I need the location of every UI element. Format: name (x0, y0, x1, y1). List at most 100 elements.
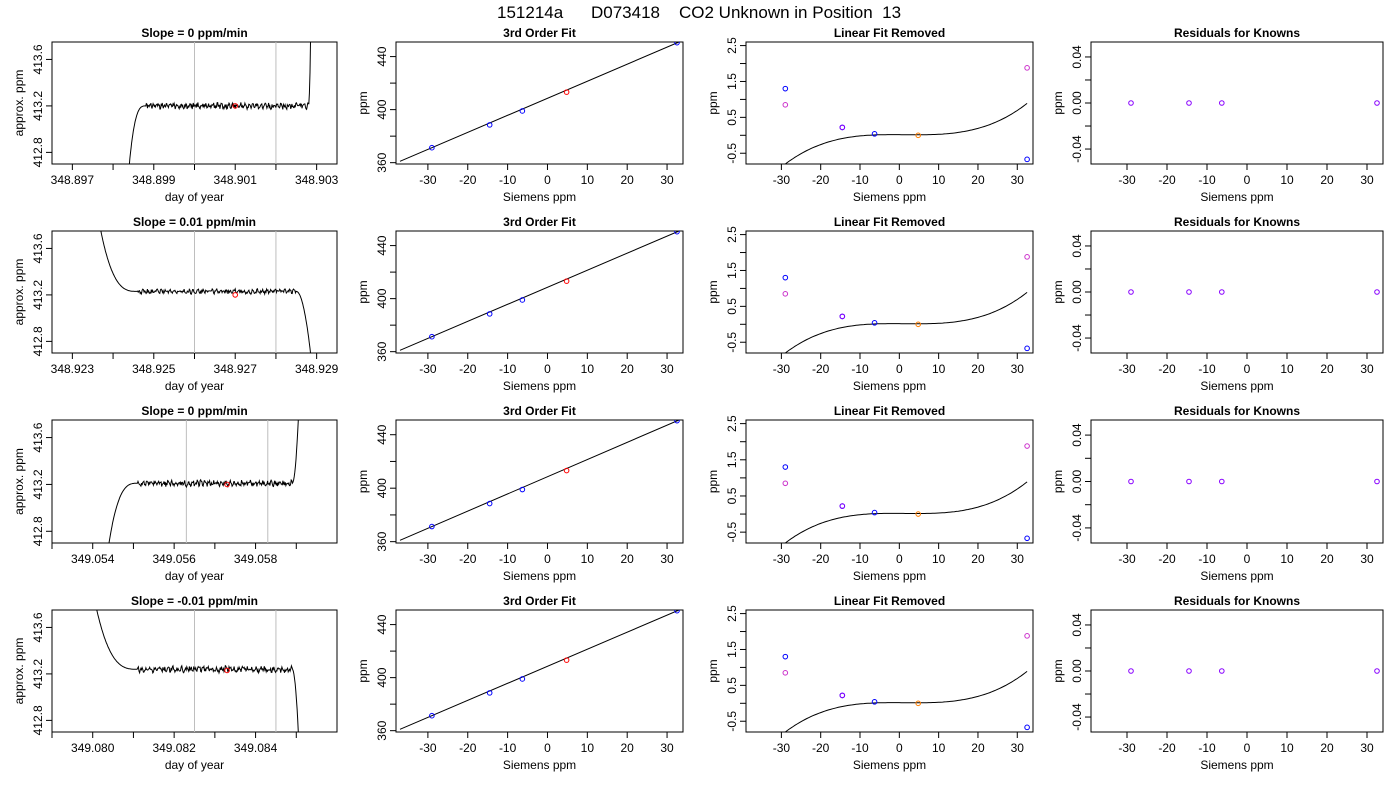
x-tick-label: -30 (1118, 552, 1136, 566)
x-tick-label: -30 (419, 552, 437, 566)
x-tick-label: 20 (1320, 362, 1334, 376)
plot-frame (1090, 230, 1384, 354)
data-point (429, 144, 435, 151)
panel-time-series-row2: Slope = 0 ppm/min 349.054 349.056 349.058 da… (12, 404, 338, 583)
plot-area (782, 443, 1030, 543)
x-axis-label: Siemens ppm (503, 569, 576, 583)
x-tick-label: -30 (773, 173, 791, 187)
x-tick-label: -20 (459, 552, 477, 566)
y-axis: 360 400 440 (375, 46, 396, 173)
y-tick-label: 360 (375, 341, 389, 361)
data-point (563, 278, 570, 284)
plot-frame (745, 419, 1034, 544)
x-tick-label: 10 (581, 173, 595, 187)
x-tick-label: -20 (1158, 552, 1176, 566)
x-tick-label: 0 (1244, 362, 1251, 376)
x-tick-label: -10 (1198, 362, 1216, 376)
y-axis-label: approx. ppm (12, 70, 26, 137)
y-axis: -0.5 0.5 1.5 2.5 (725, 37, 746, 164)
data-point (1374, 289, 1380, 295)
plot-frame (1090, 41, 1384, 165)
data-point (1128, 478, 1134, 485)
signal-trace (96, 610, 299, 732)
plot-area (399, 42, 680, 162)
y-tick-label: 440 (375, 235, 389, 255)
data-point (782, 653, 789, 660)
x-axis-label: day of year (165, 379, 224, 393)
plot-area (108, 420, 299, 543)
x-tick-label: 0 (544, 362, 551, 376)
x-axis: -30 -20 -10 0 10 20 30 (419, 543, 674, 566)
plot-area (128, 42, 311, 164)
y-axis: -0.04 0.00 0.04 (1070, 613, 1091, 731)
y-tick-label: 0.5 (725, 109, 739, 126)
y-tick-label: 0.00 (1070, 280, 1084, 304)
x-tick-label: 0 (896, 362, 903, 376)
y-tick-label: 413.2 (31, 280, 45, 310)
data-point (782, 274, 789, 281)
x-tick-label: 348.899 (132, 173, 176, 187)
plot-frame (1090, 609, 1384, 733)
x-tick-label: 30 (1011, 173, 1025, 187)
y-axis: 360 400 440 (375, 235, 396, 362)
x-tick-label: 349.084 (234, 741, 278, 755)
y-tick-label: -0.04 (1070, 703, 1084, 731)
data-point (1186, 100, 1192, 106)
x-axis: -30 -20 -10 0 10 20 30 (1118, 353, 1374, 376)
x-axis: 349.054 349.056 349.058 (51, 543, 297, 566)
y-tick-label: 412.8 (31, 705, 45, 735)
y-tick-label: 400 (375, 99, 389, 119)
data-point (871, 131, 878, 137)
panel-title: Linear Fit Removed (834, 594, 945, 608)
plot-area (1128, 478, 1380, 485)
data-point (839, 124, 846, 131)
x-axis: 348.897 348.899 348.901 348.903 (51, 164, 339, 187)
fit-curve (784, 671, 1028, 732)
y-tick-label: 0.04 (1070, 613, 1084, 637)
data-point (1024, 254, 1030, 260)
x-tick-label: 348.897 (51, 173, 95, 187)
panel-title: 3rd Order Fit (503, 404, 576, 418)
x-tick-label: 10 (1280, 173, 1294, 187)
y-axis: -0.5 0.5 1.5 2.5 (725, 605, 746, 732)
data-point (871, 320, 878, 326)
y-axis-label: ppm (356, 280, 370, 303)
data-point (486, 122, 493, 128)
run-description: CO2 Unknown in Position 13 (679, 3, 901, 22)
x-tick-label: 20 (621, 362, 635, 376)
x-tick-label: 348.923 (51, 362, 95, 376)
y-tick-label: 0.04 (1070, 423, 1084, 447)
data-point (519, 676, 526, 682)
y-axis: -0.04 0.00 0.04 (1070, 423, 1091, 542)
x-axis: -30 -20 -10 0 10 20 30 (419, 732, 674, 755)
x-tick-label: -10 (851, 173, 869, 187)
x-axis-label: day of year (165, 190, 224, 204)
y-tick-label: 412.8 (31, 137, 45, 167)
y-axis: 412.8 413.2 413.6 (31, 612, 52, 735)
data-point (1024, 535, 1030, 542)
y-tick-label: 0.00 (1070, 469, 1084, 493)
data-point (1219, 100, 1225, 106)
data-point (871, 509, 878, 516)
panel-fit-row2: 3rd Order Fit -30 -20 -10 0 10 20 30 Siemens ppm… (356, 404, 684, 583)
signal-trace (100, 231, 311, 353)
x-tick-label: 20 (971, 362, 985, 376)
y-tick-label: -0.5 (725, 332, 739, 353)
plot-area (399, 231, 680, 351)
x-tick-label: 349.058 (234, 552, 278, 566)
x-tick-label: 30 (1360, 173, 1374, 187)
plot-frame (395, 230, 684, 354)
data-point (915, 511, 922, 517)
x-tick-label: 20 (971, 741, 985, 755)
unknown-marker (232, 103, 239, 109)
x-tick-label: 10 (581, 552, 595, 566)
x-tick-label: 30 (660, 173, 674, 187)
data-point (915, 321, 922, 328)
plot-area (1128, 100, 1380, 106)
plot-frame (51, 419, 338, 544)
x-axis-label: Siemens ppm (1200, 190, 1273, 204)
x-tick-label: 30 (1360, 362, 1374, 376)
x-tick-label: 0 (896, 173, 903, 187)
